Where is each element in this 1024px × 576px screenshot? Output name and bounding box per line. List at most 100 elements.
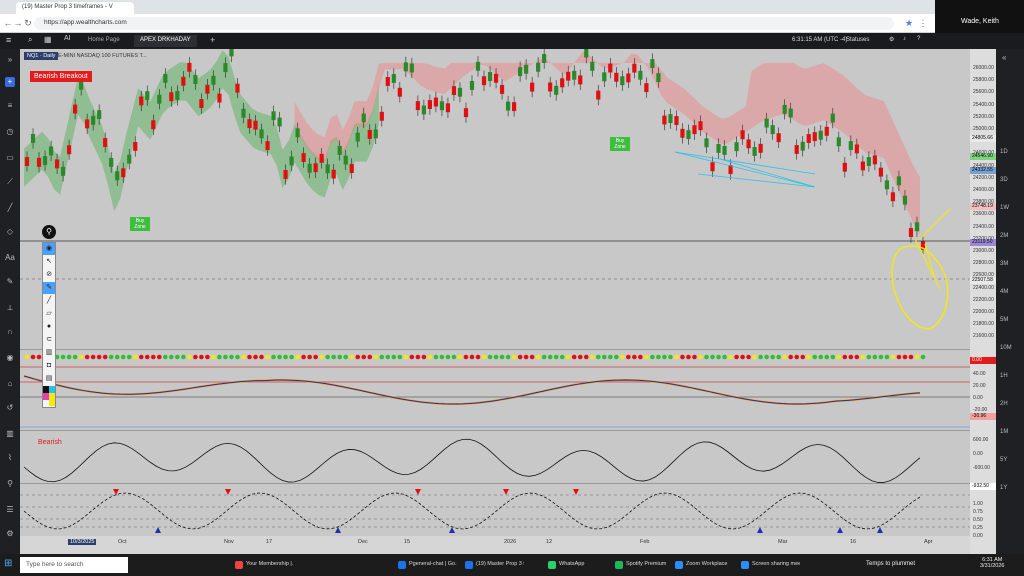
interval-option[interactable]: 1H (1000, 373, 1008, 379)
url-field[interactable]: https://app.wealthcharts.com (34, 17, 894, 30)
candle-body (217, 93, 222, 103)
chart-area[interactable]: NQ1 · Daily E-MINI NASDAQ 100 FUTURES T.… (20, 49, 970, 554)
note-icon[interactable]: ▤ (45, 375, 53, 382)
osc1-line-orange (23, 375, 921, 405)
signal-dot (614, 354, 619, 360)
filter-icon[interactable]: ⚲ (7, 479, 13, 488)
interval-option[interactable]: 2M (1000, 233, 1009, 239)
color-swatch-cyan[interactable] (49, 386, 55, 393)
add-icon[interactable]: + (5, 77, 15, 87)
ruler-icon[interactable]: ⟂ (7, 303, 13, 312)
taskbar-app[interactable]: Zoom Workplace (672, 558, 734, 572)
candle-body (199, 99, 204, 108)
color-swatch-yellow[interactable] (49, 393, 55, 406)
tab-home-page[interactable]: Home Page (82, 35, 126, 47)
forward-icon[interactable]: → (13, 18, 23, 28)
interval-option[interactable]: 3M (1000, 261, 1009, 267)
bookmark-star-icon[interactable]: ★ (904, 18, 914, 28)
line-icon[interactable]: ╱ (46, 297, 52, 304)
magnet-icon[interactable]: ∩ (7, 327, 13, 336)
eraser-icon[interactable]: ▱ (46, 310, 52, 317)
price-chart-svg[interactable] (20, 49, 970, 554)
pen-icon[interactable]: ✎ (43, 282, 55, 294)
clock-icon[interactable]: ◷ (6, 127, 14, 136)
interval-option[interactable]: 1M (1000, 429, 1009, 435)
back-icon[interactable]: ← (3, 18, 13, 28)
text-tool-icon[interactable]: Aa (5, 253, 15, 262)
taskbar-app[interactable]: (19) Master Prop 3 t... (462, 558, 524, 572)
add-tab-icon[interactable]: + (210, 35, 216, 45)
search-icon[interactable]: ⌕ (28, 35, 33, 44)
dot-icon[interactable]: ● (46, 323, 52, 330)
crosshair-icon[interactable]: ⊘ (46, 271, 52, 278)
color-swatch-black[interactable] (43, 386, 49, 393)
brush-icon[interactable]: ✎ (6, 277, 14, 286)
color-swatch-magenta[interactable] (43, 393, 49, 400)
ai-icon[interactable]: AI (64, 35, 71, 42)
signal-dot (337, 354, 343, 360)
taskbar-app[interactable]: Your Membership |... (232, 558, 294, 572)
taskbar-app[interactable]: WhatsApp (545, 558, 607, 572)
visibility-icon[interactable]: ◉ (43, 243, 55, 255)
signal-dot (163, 354, 168, 360)
candle-body (590, 61, 595, 71)
interval-option[interactable]: 1D (1000, 149, 1008, 155)
list-icon[interactable]: ≡ (7, 101, 13, 110)
tab-apex-drkhaday[interactable]: APEX DRKHADAY (134, 35, 197, 47)
browser-tab[interactable]: (19) Master Prop 3 timeframes - V (16, 2, 134, 14)
taskbar-app[interactable]: Pgeneral-chat | Go... (395, 558, 457, 572)
taskbar-app[interactable]: Spotify Premium (612, 558, 674, 572)
trend-icon[interactable]: ⟋ (7, 177, 13, 186)
statuses-label[interactable]: Statuses (846, 37, 870, 43)
signal-dot (710, 354, 715, 360)
interval-option[interactable]: 1W (1000, 205, 1009, 211)
indicator-icon[interactable]: ⌇ (8, 453, 12, 462)
eye-icon[interactable]: ◉ (6, 353, 14, 362)
price-scale[interactable]: 26000.00 25800.00 25600.00 25400.00 25200.00… (970, 49, 996, 554)
grid-icon[interactable]: ▦ (44, 35, 52, 44)
settings-icon[interactable]: ⚙ (6, 529, 14, 538)
refresh-icon[interactable]: ↺ (6, 403, 14, 412)
shapes-icon[interactable]: ◇ (6, 227, 14, 236)
candle-body (30, 133, 36, 143)
collapse-icon[interactable]: » (7, 55, 13, 64)
drawing-toolbar: ◉ ↖ ⊘ ✎ ╱ ▱ ● ⊂ ▥ ◘ ▤ (42, 242, 56, 408)
bar-chart-icon[interactable]: ▥ (6, 429, 14, 438)
candle-body (602, 72, 607, 82)
signal-dot (902, 354, 908, 360)
interval-option[interactable]: 3D (1000, 177, 1008, 183)
help-icon[interactable]: ? (917, 36, 921, 42)
interval-option[interactable]: 5Y (1000, 457, 1008, 463)
layers-icon[interactable]: ☰ (6, 505, 14, 514)
panel-icon[interactable]: ▭ (6, 153, 14, 162)
app-toolbar: ≡ ⌕ ▦ AI Home Page APEX DRKHADAY + 6:31:… (0, 33, 1024, 49)
collapse-right-icon[interactable]: « (1002, 53, 1007, 62)
trash-icon[interactable]: ▥ (45, 349, 53, 356)
settings-gear-icon[interactable]: ⚙ (889, 37, 895, 43)
menu-dots-icon[interactable]: ⋮ (918, 18, 928, 28)
signal-dot (403, 354, 409, 360)
candle-body (157, 94, 162, 104)
lock-icon[interactable]: ⌂ (7, 379, 13, 388)
interval-option[interactable]: 10M (1000, 345, 1012, 351)
interval-option[interactable]: 1Y (1000, 485, 1008, 491)
interval-option[interactable]: 4M (1000, 289, 1009, 295)
taskbar-app[interactable]: Screen sharing mee... (738, 558, 800, 572)
weather-text[interactable]: Temps to plummet (866, 561, 916, 567)
system-clock[interactable]: 6:31 AM 3/31/2026 (980, 557, 1004, 569)
hamburger-icon[interactable]: ≡ (6, 35, 12, 45)
cursor-icon[interactable]: ↖ (46, 258, 52, 265)
link-icon[interactable]: ⊂ (46, 336, 52, 343)
pin-icon[interactable]: ⚲ (42, 225, 56, 239)
symbol-badge[interactable]: NQ1 · Daily (24, 52, 59, 60)
line-tool-icon[interactable]: ╱ (7, 203, 13, 212)
reload-icon[interactable]: ↻ (24, 18, 32, 28)
taskbar-search[interactable]: Type here to search (20, 557, 128, 573)
interval-option[interactable]: 2H (1000, 401, 1008, 407)
sell-signal-marker (415, 489, 421, 495)
bell-icon[interactable]: ♪ (903, 36, 906, 42)
candle-body (818, 130, 823, 140)
windows-start-icon[interactable]: ⊞ (4, 558, 13, 569)
camera-icon[interactable]: ◘ (46, 362, 52, 369)
interval-option[interactable]: 5M (1000, 317, 1009, 323)
